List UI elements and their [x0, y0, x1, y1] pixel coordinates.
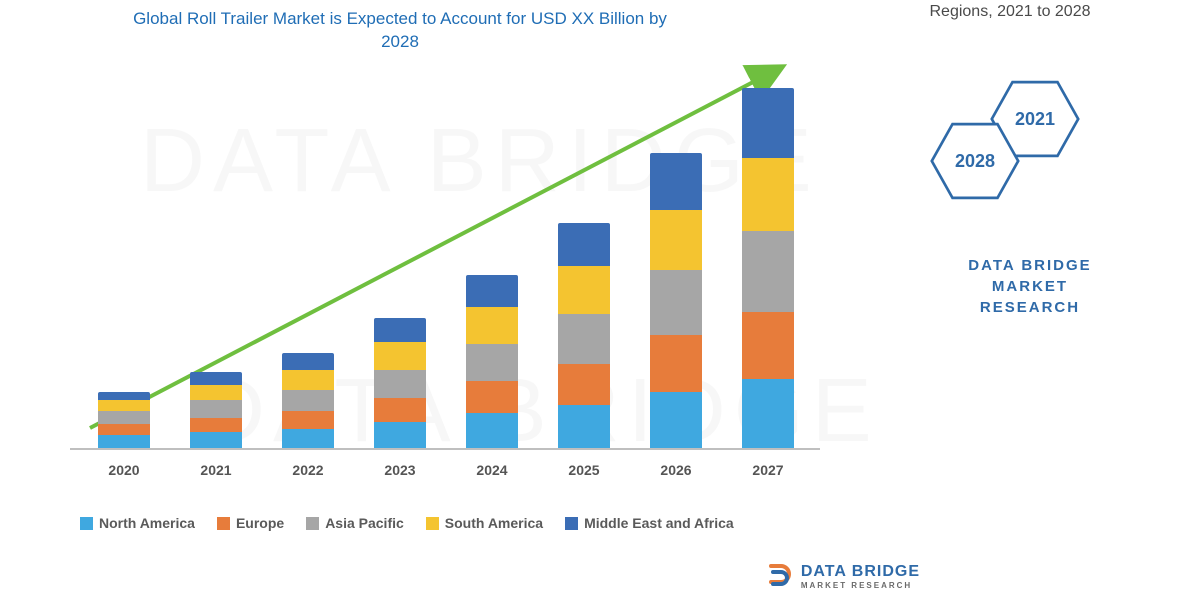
x-axis-label: 2022 — [268, 462, 348, 478]
x-axis-label: 2020 — [84, 462, 164, 478]
bar-segment — [650, 270, 702, 335]
bar-segment — [466, 344, 518, 381]
bar-segment — [374, 318, 426, 342]
legend-swatch — [306, 517, 319, 530]
bar-segment — [558, 266, 610, 314]
legend-swatch — [80, 517, 93, 530]
bar-segment — [190, 372, 242, 385]
bar — [98, 392, 150, 448]
hex-front-label: 2028 — [955, 151, 995, 172]
legend-item: North America — [80, 515, 195, 531]
legend-label: Europe — [236, 515, 284, 531]
bar-segment — [282, 429, 334, 449]
bar-segment — [742, 312, 794, 379]
x-axis-label: 2026 — [636, 462, 716, 478]
bar-segment — [742, 231, 794, 311]
bar-segment — [190, 400, 242, 417]
brand-line1: DATA BRIDGE — [920, 255, 1140, 276]
bar-segment — [190, 385, 242, 400]
legend-swatch — [217, 517, 230, 530]
chart-area: 2020 2021 2022 2023 2024 2025 2026 2027 — [70, 60, 820, 480]
x-axis-label: 2023 — [360, 462, 440, 478]
bar-segment — [190, 432, 242, 448]
bar — [742, 88, 794, 448]
chart-title: Global Roll Trailer Market is Expected t… — [120, 8, 680, 54]
bar-segment — [282, 411, 334, 428]
footer-logo: DATA BRIDGE MARKET RESEARCH — [767, 563, 920, 590]
footer-logo-main: DATA BRIDGE — [801, 563, 920, 580]
x-axis-label: 2025 — [544, 462, 624, 478]
bar-segment — [98, 411, 150, 424]
legend-label: Middle East and Africa — [584, 515, 734, 531]
bar-segment — [282, 390, 334, 412]
bar-segment — [98, 392, 150, 401]
trend-arrow — [70, 58, 820, 448]
bar-segment — [466, 413, 518, 448]
bar-segment — [374, 370, 426, 398]
x-axis-label: 2027 — [728, 462, 808, 478]
bar-segment — [558, 223, 610, 266]
bar-segment — [558, 364, 610, 405]
bar — [650, 153, 702, 448]
bar-segment — [650, 392, 702, 448]
bar-segment — [650, 153, 702, 209]
footer-logo-sub: MARKET RESEARCH — [801, 581, 920, 590]
hex-back-label: 2021 — [1015, 109, 1055, 130]
bar-segment — [466, 275, 518, 308]
bar-segment — [742, 88, 794, 157]
legend: North America Europe Asia Pacific South Ame… — [80, 515, 840, 531]
bar — [282, 353, 334, 448]
year-hex-badges: 2021 2028 — [900, 80, 1120, 240]
legend-label: Asia Pacific — [325, 515, 404, 531]
bar-segment — [374, 422, 426, 448]
legend-item: South America — [426, 515, 543, 531]
hex-front: 2028 — [930, 122, 1020, 200]
legend-item: Asia Pacific — [306, 515, 404, 531]
bar — [466, 275, 518, 448]
right-subtitle: Regions, 2021 to 2028 — [860, 2, 1160, 23]
chart-plot — [70, 58, 820, 450]
brand-block: DATA BRIDGE MARKET RESEARCH — [920, 255, 1140, 318]
bar-segment — [374, 342, 426, 370]
legend-swatch — [565, 517, 578, 530]
legend-item: Europe — [217, 515, 284, 531]
x-axis-label: 2021 — [176, 462, 256, 478]
bar-segment — [650, 210, 702, 271]
bar — [374, 318, 426, 448]
bar-segment — [98, 435, 150, 448]
brand-line3: RESEARCH — [920, 297, 1140, 318]
bar-segment — [374, 398, 426, 422]
legend-label: South America — [445, 515, 543, 531]
bar-segment — [98, 400, 150, 411]
bar-segment — [650, 335, 702, 391]
bar-segment — [190, 418, 242, 432]
x-axis-label: 2024 — [452, 462, 532, 478]
legend-swatch — [426, 517, 439, 530]
bar-segment — [558, 405, 610, 448]
bar-segment — [282, 370, 334, 390]
footer-logo-text: DATA BRIDGE MARKET RESEARCH — [801, 563, 920, 590]
bar-segment — [282, 353, 334, 370]
logo-mark-icon — [767, 564, 793, 590]
brand-line2: MARKET — [920, 276, 1140, 297]
bar-segment — [558, 314, 610, 364]
bar-segment — [742, 379, 794, 448]
bar-segment — [742, 158, 794, 232]
bar-segment — [466, 307, 518, 344]
bar — [190, 372, 242, 448]
legend-item: Middle East and Africa — [565, 515, 734, 531]
bar-segment — [466, 381, 518, 414]
bar-segment — [98, 424, 150, 435]
bar — [558, 223, 610, 448]
legend-label: North America — [99, 515, 195, 531]
